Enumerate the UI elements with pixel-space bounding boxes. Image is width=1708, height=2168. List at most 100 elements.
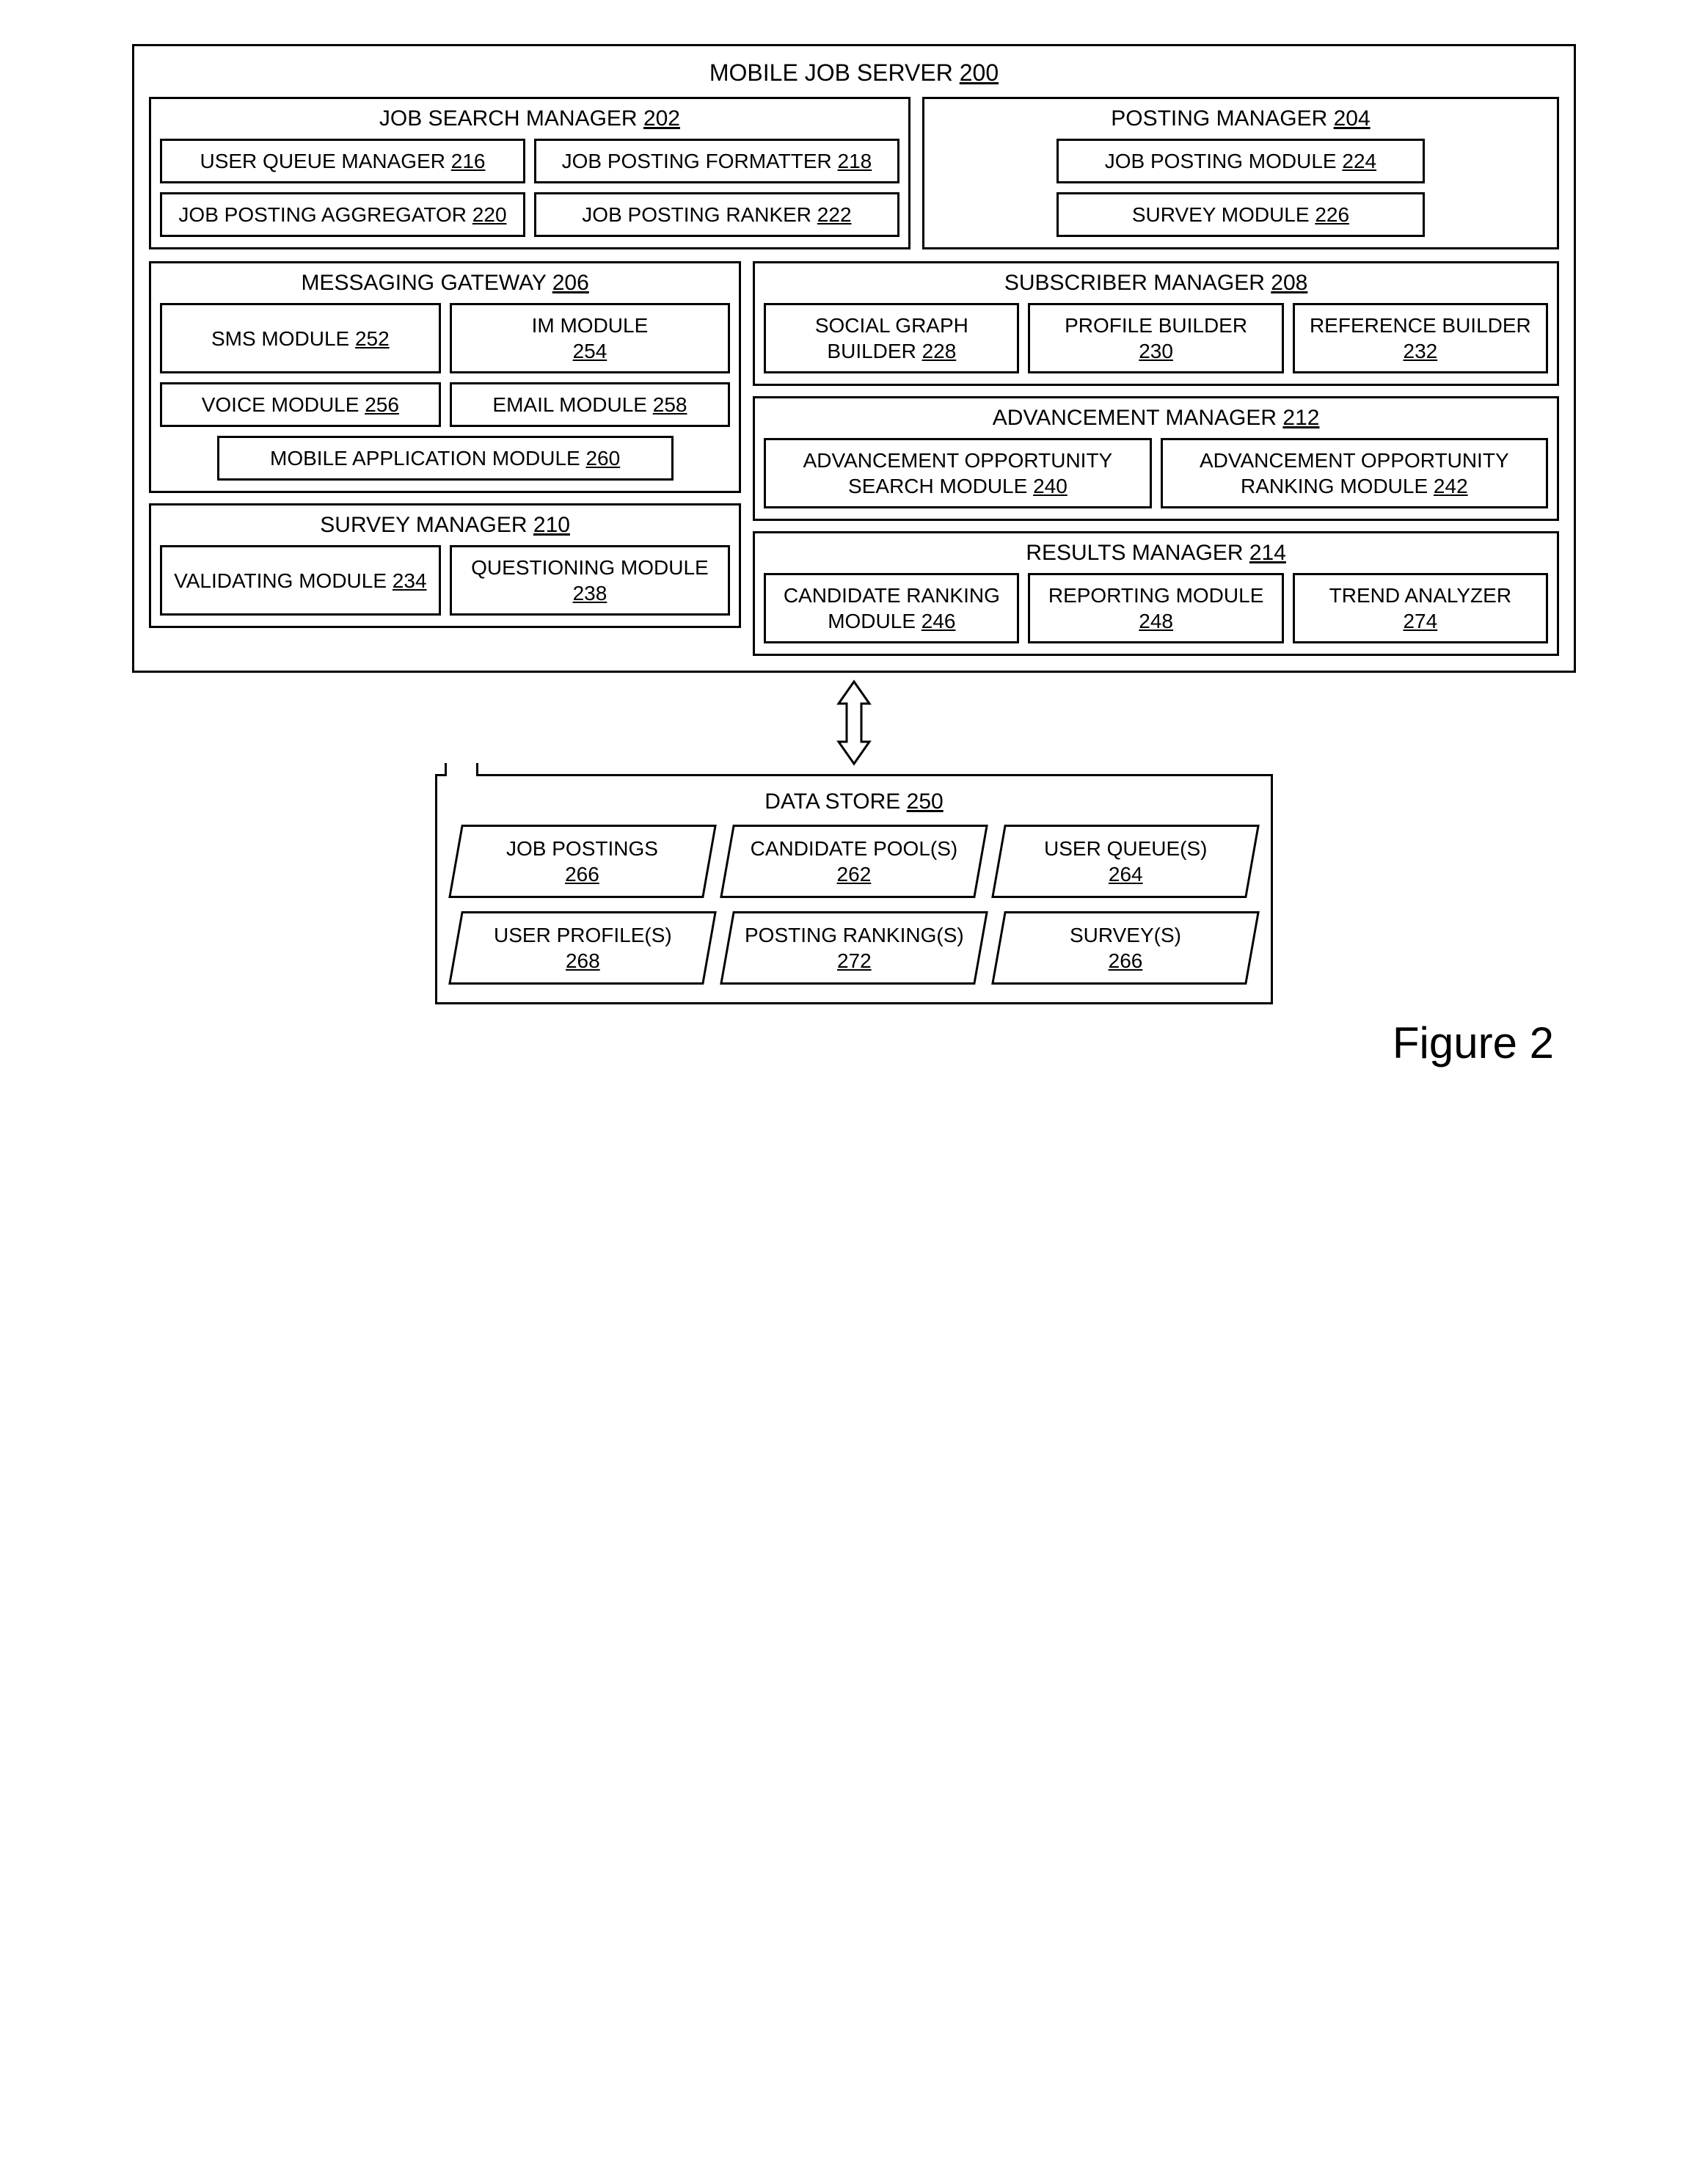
label: POSTING RANKING(S)	[745, 924, 964, 946]
profile-builder-module: PROFILE BUILDER 230	[1028, 303, 1283, 373]
advancement-opportunity-search-module: ADVANCEMENT OPPORTUNITY SEARCH MODULE 24…	[764, 438, 1151, 508]
title-text: POSTING MANAGER	[1111, 106, 1333, 131]
data-store-wrap: DATA STORE 250 JOB POSTINGS 266 CANDIDAT…	[435, 774, 1272, 1004]
label: QUESTIONING MODULE	[471, 556, 709, 579]
label: CANDIDATE RANKING MODULE	[784, 584, 1000, 632]
figure-label: Figure 2	[132, 1018, 1576, 1068]
advancement-manager-title: ADVANCEMENT MANAGER 212	[764, 406, 1548, 431]
title-ref: 206	[552, 271, 589, 295]
email-module: EMAIL MODULE 258	[450, 382, 731, 427]
mobile-job-server-title: MOBILE JOB SERVER 200	[149, 59, 1559, 87]
messaging-gateway-title: MESSAGING GATEWAY 206	[160, 271, 730, 296]
ref: 220	[472, 203, 507, 226]
bidirectional-arrow	[132, 679, 1576, 767]
label: JOB POSTINGS	[507, 837, 659, 860]
subscriber-manager-panel: SUBSCRIBER MANAGER 208 SOCIAL GRAPH BUIL…	[753, 261, 1559, 386]
subscriber-manager-title: SUBSCRIBER MANAGER 208	[764, 271, 1548, 296]
job-posting-ranker-module: JOB POSTING RANKER 222	[534, 192, 899, 237]
title-ref: 212	[1282, 406, 1319, 430]
title-text: MESSAGING GATEWAY	[301, 271, 552, 295]
job-posting-module: JOB POSTING MODULE 224	[1056, 139, 1426, 183]
ref: 232	[1404, 340, 1438, 362]
job-search-manager-panel: JOB SEARCH MANAGER 202 USER QUEUE MANAGE…	[149, 97, 910, 249]
ref: 222	[817, 203, 852, 226]
user-profiles-store: USER PROFILE(S) 268	[455, 911, 710, 985]
im-module: IM MODULE 254	[450, 303, 731, 373]
survey-row-1: VALIDATING MODULE 234 QUESTIONING MODULE…	[160, 545, 730, 616]
adv-row-1: ADVANCEMENT OPPORTUNITY SEARCH MODULE 24…	[764, 438, 1548, 508]
data-store-title: DATA STORE 250	[455, 789, 1252, 814]
posting-manager-panel: POSTING MANAGER 204 JOB POSTING MODULE 2…	[922, 97, 1559, 249]
ref: 248	[1139, 610, 1173, 632]
label: TREND ANALYZER	[1329, 584, 1511, 607]
messaging-gateway-panel: MESSAGING GATEWAY 206 SMS MODULE 252 IM …	[149, 261, 741, 493]
ref: 218	[838, 150, 872, 172]
posting-rankings-store: POSTING RANKING(S) 272	[726, 911, 982, 985]
survey-manager-title: SURVEY MANAGER 210	[160, 513, 730, 538]
user-queues-store: USER QUEUE(S) 264	[998, 825, 1253, 898]
row-2: MESSAGING GATEWAY 206 SMS MODULE 252 IM …	[149, 261, 1559, 656]
label: REFERENCE BUILDER	[1310, 314, 1531, 337]
questioning-module: QUESTIONING MODULE 238	[450, 545, 731, 616]
label: IM MODULE	[532, 314, 649, 337]
ref: 264	[1108, 863, 1142, 886]
mobile-job-server-panel: MOBILE JOB SERVER 200 JOB SEARCH MANAGER…	[132, 44, 1576, 673]
title-text: ADVANCEMENT MANAGER	[993, 406, 1283, 430]
title-ref: 210	[533, 513, 570, 537]
reference-builder-module: REFERENCE BUILDER 232	[1293, 303, 1548, 373]
mg-row-2: VOICE MODULE 256 EMAIL MODULE 258	[160, 382, 730, 427]
title-text: MOBILE JOB SERVER	[709, 59, 960, 86]
job-postings-store: JOB POSTINGS 266	[455, 825, 710, 898]
label: REPORTING MODULE	[1048, 584, 1264, 607]
ref: 266	[1108, 949, 1142, 972]
survey-manager-panel: SURVEY MANAGER 210 VALIDATING MODULE 234…	[149, 503, 741, 628]
reporting-module: REPORTING MODULE 248	[1028, 573, 1283, 643]
job-posting-formatter-module: JOB POSTING FORMATTER 218	[534, 139, 899, 183]
ref: 272	[837, 949, 872, 972]
title-ref: 208	[1271, 271, 1307, 295]
label: JOB POSTING MODULE	[1105, 150, 1343, 172]
title-text: SURVEY MANAGER	[320, 513, 533, 537]
sms-module: SMS MODULE 252	[160, 303, 441, 373]
title-text: DATA STORE	[764, 789, 906, 814]
label: USER PROFILE(S)	[494, 924, 672, 946]
ref: 254	[573, 340, 607, 362]
left-col: MESSAGING GATEWAY 206 SMS MODULE 252 IM …	[149, 261, 741, 656]
pm-row-1: JOB POSTING MODULE 224	[933, 139, 1548, 183]
job-posting-aggregator-module: JOB POSTING AGGREGATOR 220	[160, 192, 525, 237]
label: JOB POSTING AGGREGATOR	[178, 203, 472, 226]
title-ref: 200	[960, 59, 999, 86]
ref: 256	[365, 393, 399, 416]
ref: 234	[393, 569, 427, 592]
mg-row-3: MOBILE APPLICATION MODULE 260	[160, 436, 730, 481]
voice-module: VOICE MODULE 256	[160, 382, 441, 427]
ref: 258	[653, 393, 687, 416]
ref: 216	[451, 150, 486, 172]
results-manager-panel: RESULTS MANAGER 214 CANDIDATE RANKING MO…	[753, 531, 1559, 656]
ref: 230	[1139, 340, 1173, 362]
label: SMS MODULE	[211, 327, 355, 350]
jsm-row-1: USER QUEUE MANAGER 216 JOB POSTING FORMA…	[160, 139, 899, 183]
validating-module: VALIDATING MODULE 234	[160, 545, 441, 616]
title-ref: 250	[907, 789, 944, 814]
ref: 268	[566, 949, 600, 972]
label: JOB POSTING FORMATTER	[562, 150, 838, 172]
ref: 228	[922, 340, 957, 362]
mg-row-1: SMS MODULE 252 IM MODULE 254	[160, 303, 730, 373]
pm-row-2: SURVEY MODULE 226	[933, 192, 1548, 237]
ref: 274	[1403, 610, 1437, 632]
trend-analyzer-module: TREND ANALYZER 274	[1293, 573, 1548, 643]
res-row-1: CANDIDATE RANKING MODULE 246 REPORTING M…	[764, 573, 1548, 643]
label: USER QUEUE MANAGER	[200, 150, 450, 172]
ref: 240	[1033, 475, 1068, 497]
sub-row-1: SOCIAL GRAPH BUILDER 228 PROFILE BUILDER…	[764, 303, 1548, 373]
data-store-panel: DATA STORE 250 JOB POSTINGS 266 CANDIDAT…	[435, 774, 1272, 1004]
title-ref: 214	[1249, 541, 1286, 565]
label: JOB POSTING RANKER	[582, 203, 817, 226]
candidate-pools-store: CANDIDATE POOL(S) 262	[726, 825, 982, 898]
social-graph-builder-module: SOCIAL GRAPH BUILDER 228	[764, 303, 1019, 373]
title-text: JOB SEARCH MANAGER	[379, 106, 643, 131]
title-text: RESULTS MANAGER	[1026, 541, 1249, 565]
label: SURVEY MODULE	[1132, 203, 1315, 226]
label: VALIDATING MODULE	[174, 569, 393, 592]
